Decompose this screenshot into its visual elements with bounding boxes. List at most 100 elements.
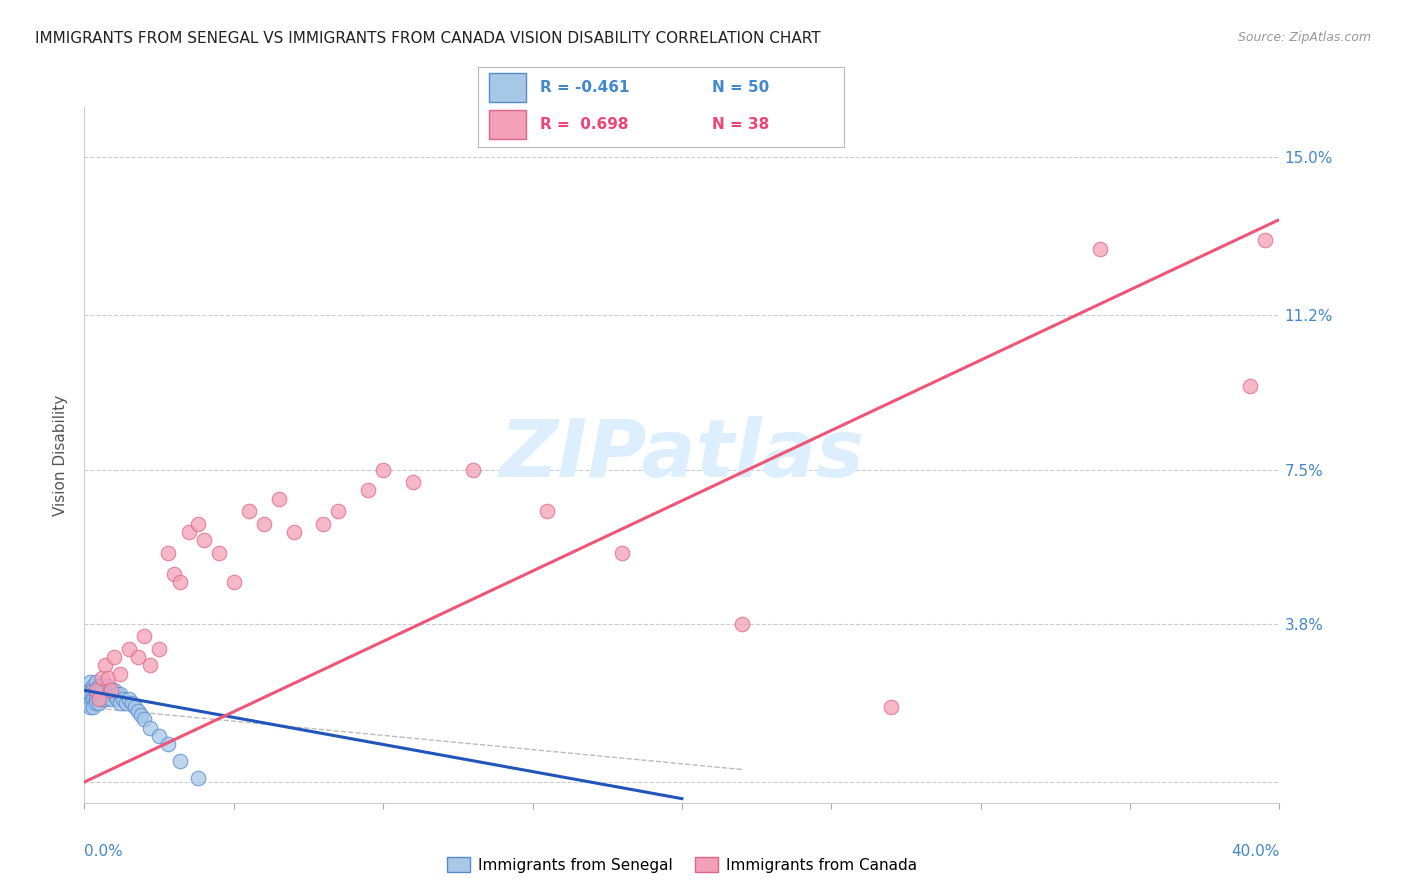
- Point: [132, 713, 156, 727]
- Point: [79, 683, 101, 698]
- Point: [82, 700, 104, 714]
- Point: [129, 708, 152, 723]
- Point: [86, 696, 108, 710]
- Point: [127, 704, 149, 718]
- Point: [283, 524, 305, 539]
- Point: [79, 688, 101, 702]
- Point: [127, 650, 149, 665]
- Point: [124, 700, 146, 714]
- Point: [89, 679, 111, 693]
- Point: [169, 574, 191, 589]
- Text: R = -0.461: R = -0.461: [540, 80, 630, 95]
- Point: [880, 700, 903, 714]
- Point: [357, 483, 380, 498]
- Point: [82, 691, 104, 706]
- Point: [103, 683, 125, 698]
- Point: [82, 683, 104, 698]
- Point: [79, 696, 101, 710]
- Point: [121, 696, 143, 710]
- Point: [193, 533, 215, 548]
- Point: [94, 683, 117, 698]
- Point: [139, 721, 162, 735]
- Y-axis label: Vision Disability: Vision Disability: [53, 394, 69, 516]
- Point: [163, 566, 186, 581]
- Point: [94, 691, 117, 706]
- Point: [97, 688, 120, 702]
- Text: N = 38: N = 38: [711, 117, 769, 132]
- Point: [148, 729, 170, 743]
- Point: [86, 683, 108, 698]
- Point: [100, 691, 122, 706]
- Point: [76, 696, 98, 710]
- Point: [100, 683, 122, 698]
- Point: [91, 683, 114, 698]
- Point: [105, 688, 128, 702]
- Point: [79, 700, 101, 714]
- Point: [1253, 233, 1275, 247]
- FancyBboxPatch shape: [489, 73, 526, 103]
- Point: [118, 691, 141, 706]
- Point: [610, 546, 633, 560]
- Text: N = 50: N = 50: [711, 80, 769, 95]
- Text: 0.0%: 0.0%: [84, 845, 124, 860]
- Point: [187, 516, 209, 531]
- Point: [82, 688, 104, 702]
- Point: [91, 691, 114, 706]
- Point: [253, 516, 276, 531]
- Point: [328, 504, 350, 518]
- Point: [86, 683, 108, 698]
- Point: [402, 475, 425, 489]
- Point: [731, 616, 754, 631]
- Point: [536, 504, 558, 518]
- Point: [148, 641, 170, 656]
- Point: [97, 679, 120, 693]
- Point: [169, 754, 191, 768]
- Point: [177, 524, 200, 539]
- Point: [89, 688, 111, 702]
- Text: IMMIGRANTS FROM SENEGAL VS IMMIGRANTS FROM CANADA VISION DISABILITY CORRELATION : IMMIGRANTS FROM SENEGAL VS IMMIGRANTS FR…: [35, 31, 821, 46]
- Point: [91, 679, 114, 693]
- Point: [208, 546, 231, 560]
- FancyBboxPatch shape: [489, 111, 526, 139]
- Legend: Immigrants from Senegal, Immigrants from Canada: Immigrants from Senegal, Immigrants from…: [441, 850, 922, 879]
- Point: [157, 546, 180, 560]
- Point: [157, 738, 180, 752]
- Point: [132, 629, 156, 643]
- Point: [91, 671, 114, 685]
- Point: [94, 658, 117, 673]
- Point: [86, 688, 108, 702]
- Text: R =  0.698: R = 0.698: [540, 117, 628, 132]
- Point: [371, 462, 394, 476]
- Point: [76, 691, 98, 706]
- Point: [89, 691, 111, 706]
- Point: [103, 650, 125, 665]
- Point: [89, 683, 111, 698]
- Point: [82, 679, 104, 693]
- Point: [461, 462, 484, 476]
- Point: [267, 491, 290, 506]
- Text: Source: ZipAtlas.com: Source: ZipAtlas.com: [1237, 31, 1371, 45]
- Point: [103, 688, 125, 702]
- Point: [79, 675, 101, 690]
- Point: [105, 691, 128, 706]
- Point: [110, 688, 132, 702]
- Point: [1090, 242, 1112, 256]
- Point: [89, 696, 111, 710]
- Point: [115, 696, 138, 710]
- Point: [238, 504, 260, 518]
- Point: [86, 675, 108, 690]
- Point: [110, 666, 132, 681]
- Point: [1239, 379, 1261, 393]
- Point: [76, 683, 98, 698]
- Point: [97, 671, 120, 685]
- Point: [110, 696, 132, 710]
- Point: [100, 683, 122, 698]
- Point: [222, 574, 245, 589]
- Text: ZIPatlas: ZIPatlas: [499, 416, 865, 494]
- Text: 40.0%: 40.0%: [1232, 845, 1279, 860]
- Point: [139, 658, 162, 673]
- Point: [312, 516, 335, 531]
- Point: [118, 641, 141, 656]
- Point: [187, 771, 209, 785]
- Point: [112, 691, 135, 706]
